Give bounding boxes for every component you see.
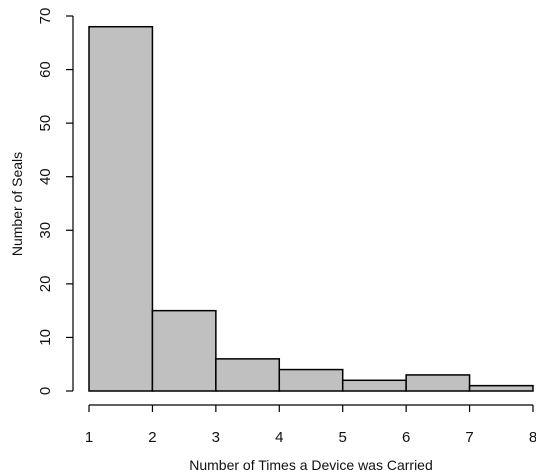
y-axis-title: Number of Seals <box>9 152 25 256</box>
y-tick-label-0: 0 <box>37 387 54 395</box>
y-tick-label-40: 40 <box>37 168 54 185</box>
y-tick-label-60: 60 <box>37 61 54 78</box>
x-tick-label-7: 7 <box>465 429 473 446</box>
bar-bin-4-5 <box>279 370 342 391</box>
bar-bin-2-3 <box>152 311 215 391</box>
bars-group <box>89 27 533 391</box>
y-tick-label-50: 50 <box>37 115 54 132</box>
x-tick-label-5: 5 <box>339 429 347 446</box>
x-tick-label-2: 2 <box>148 429 156 446</box>
x-tick-label-8: 8 <box>529 429 536 446</box>
y-tick-label-70: 70 <box>37 8 54 25</box>
x-tick-label-1: 1 <box>85 429 93 446</box>
bar-bin-6-7 <box>406 375 469 391</box>
y-axis: 0 10 20 30 40 50 60 70 <box>37 8 73 396</box>
bar-bin-1-2 <box>89 27 152 391</box>
x-axis: 1 2 3 4 5 6 7 8 <box>85 405 536 446</box>
x-tick-label-3: 3 <box>212 429 220 446</box>
x-tick-label-6: 6 <box>402 429 410 446</box>
y-tick-label-20: 20 <box>37 276 54 293</box>
y-tick-label-30: 30 <box>37 222 54 239</box>
x-tick-label-4: 4 <box>275 429 283 446</box>
bar-bin-5-6 <box>343 380 406 391</box>
bar-bin-3-4 <box>216 359 279 391</box>
bar-bin-7-8 <box>470 386 533 391</box>
y-tick-label-10: 10 <box>37 329 54 346</box>
x-axis-title: Number of Times a Device was Carried <box>189 457 433 473</box>
